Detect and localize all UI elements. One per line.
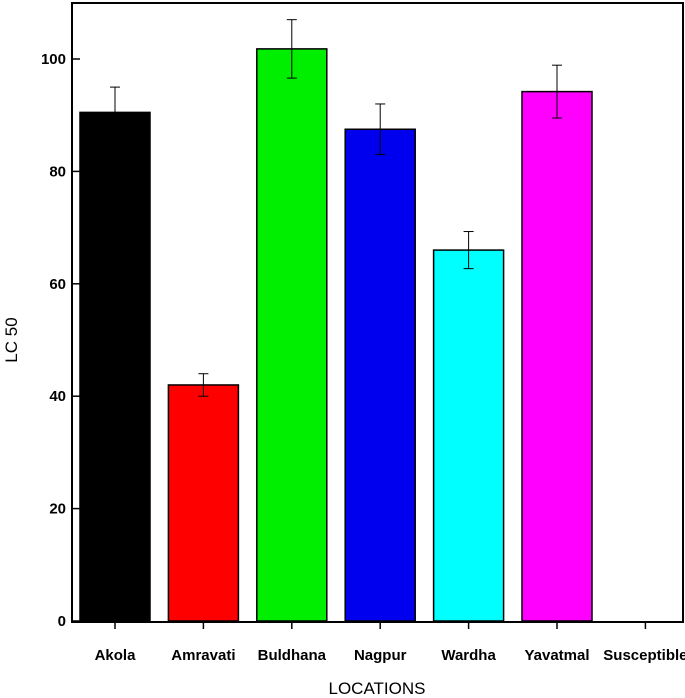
- x-tick-label: Akola: [95, 647, 137, 664]
- x-tick-label: Susceptible: [603, 647, 685, 664]
- y-axis-label: LC 50: [2, 317, 21, 362]
- y-tick-label: 20: [49, 501, 66, 518]
- bar: [79, 111, 151, 622]
- bar: [344, 128, 416, 622]
- bar: [521, 90, 593, 622]
- x-axis: Akola Amravati Buldhana Nagpur Wardha Yavatma…: [95, 622, 685, 664]
- bars-group: [79, 19, 593, 622]
- plot-frame: [71, 2, 684, 623]
- bar: [167, 384, 240, 622]
- y-axis: 0 20 40 60 80 100: [41, 51, 80, 630]
- x-tick-label: Yavatmal: [524, 647, 589, 664]
- y-tick-label: 0: [58, 613, 66, 630]
- x-tick-label: Wardha: [441, 647, 496, 664]
- x-tick-label: Nagpur: [354, 647, 407, 664]
- x-tick-label: Amravati: [171, 647, 235, 664]
- bar: [256, 48, 328, 622]
- y-tick-label: 60: [49, 276, 66, 293]
- y-tick-label: 80: [49, 163, 66, 180]
- x-axis-label: LOCATIONS: [329, 679, 426, 698]
- y-tick-label: 40: [49, 388, 66, 405]
- y-tick-label: 100: [41, 51, 66, 68]
- bar: [432, 249, 505, 622]
- x-tick-label: Buldhana: [258, 647, 327, 664]
